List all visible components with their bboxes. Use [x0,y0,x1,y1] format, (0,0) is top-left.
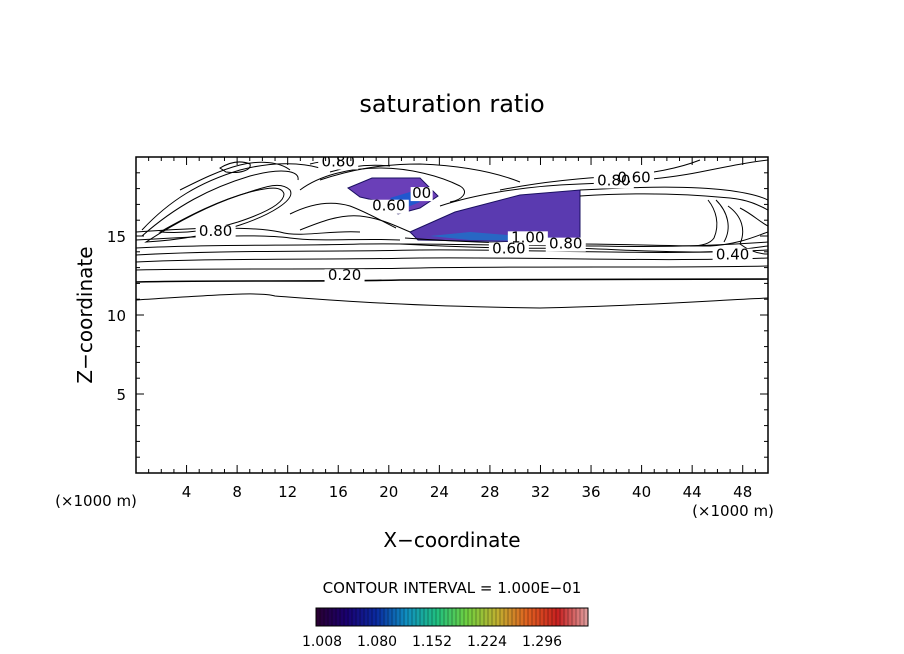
y-axis-tick-labels: 5 10 15 [107,228,126,404]
y-axis-title: Z−coordinate [73,246,97,383]
colorbar-tick-label: 1.008 [302,634,342,650]
contour-label-mask [324,269,365,284]
contour-label: 0.80 [549,235,582,253]
contour-line [299,167,465,203]
contour-line [136,293,768,309]
contour-label-mask [368,199,409,214]
plot-frame [135,156,769,474]
contour-label-mask [545,237,586,252]
contour-line [739,207,768,227]
colorbar-tick-label: 1.152 [412,634,452,650]
y-tick-label: 15 [107,228,126,246]
x-tick-label: 36 [581,483,600,501]
contour-lines [136,159,768,309]
x-tick-label: 24 [430,483,449,501]
contour-line [141,163,321,231]
x-axis-tick-labels: 4 8 12 16 20 24 28 32 36 40 44 48 [182,483,752,501]
contour-label: 0.40 [716,246,749,264]
colorbar-tick-label: 1.224 [467,634,507,650]
chart-title: saturation ratio [359,90,544,118]
contour-line [219,161,251,173]
contour-label-masks [195,157,753,284]
contour-line [141,170,299,237]
contour-line [136,257,768,263]
x-unit-label: (×1000 m) [692,502,774,520]
y-tick-label: 10 [107,307,126,325]
contour-line [404,231,768,247]
x-tick-label: 12 [278,483,297,501]
contour-label-mask [614,171,655,186]
contour-label: 0.20 [328,266,361,284]
contour-line [579,186,768,201]
x-axis-ticks [148,157,756,473]
contour-label: 0.60 [492,239,525,257]
contour-label-mask [712,248,753,263]
x-axis-title: X−coordinate [383,528,520,552]
contour-line [329,164,391,173]
filled-region-upper [347,177,439,215]
contour-line [319,163,521,183]
contour-line [179,161,291,191]
contour-line [136,249,768,256]
contour-label: 0.80 [199,222,232,240]
contour-line [136,278,768,283]
contour-label-mask [488,242,529,257]
contour-label: 1.00 [511,228,544,246]
contour-line [689,199,718,247]
contour-line [715,199,729,243]
x-tick-label: 20 [379,483,398,501]
contour-line [136,241,768,249]
y-unit-label: (×1000 m) [55,492,137,510]
contour-label: 0.80 [597,171,630,189]
x-tick-label: 48 [733,483,752,501]
contour-line [727,205,768,255]
contour-label-mask [507,231,548,246]
x-tick-label: 32 [531,483,550,501]
colorbar-tick-label: 1.080 [357,634,397,650]
contour-label-mask [195,225,236,239]
contour-line [136,227,361,235]
contour-line [299,215,411,233]
colorbar-stripes [319,608,585,626]
contour-label: 0.60 [617,168,650,186]
y-axis-ticks [136,172,768,458]
x-tick-label: 8 [232,483,242,501]
x-tick-label: 28 [480,483,499,501]
x-tick-label: 16 [329,483,348,501]
colorbar-tick-labels: 1.008 1.080 1.152 1.224 1.296 [302,634,562,650]
contour-label: 0.60 [372,197,405,215]
contour-line [579,193,768,211]
colorbar-tick-label: 1.296 [522,634,562,650]
x-tick-label: 40 [632,483,651,501]
contour-line [289,202,397,229]
contour-label: 00 [412,184,431,202]
contour-line [136,265,768,271]
x-tick-label: 44 [683,483,702,501]
contour-interval-note: CONTOUR INTERVAL = 1.000E−01 [323,579,582,597]
x-tick-label: 4 [182,483,192,501]
contour-label-mask [410,187,433,202]
y-tick-label: 5 [116,386,126,404]
